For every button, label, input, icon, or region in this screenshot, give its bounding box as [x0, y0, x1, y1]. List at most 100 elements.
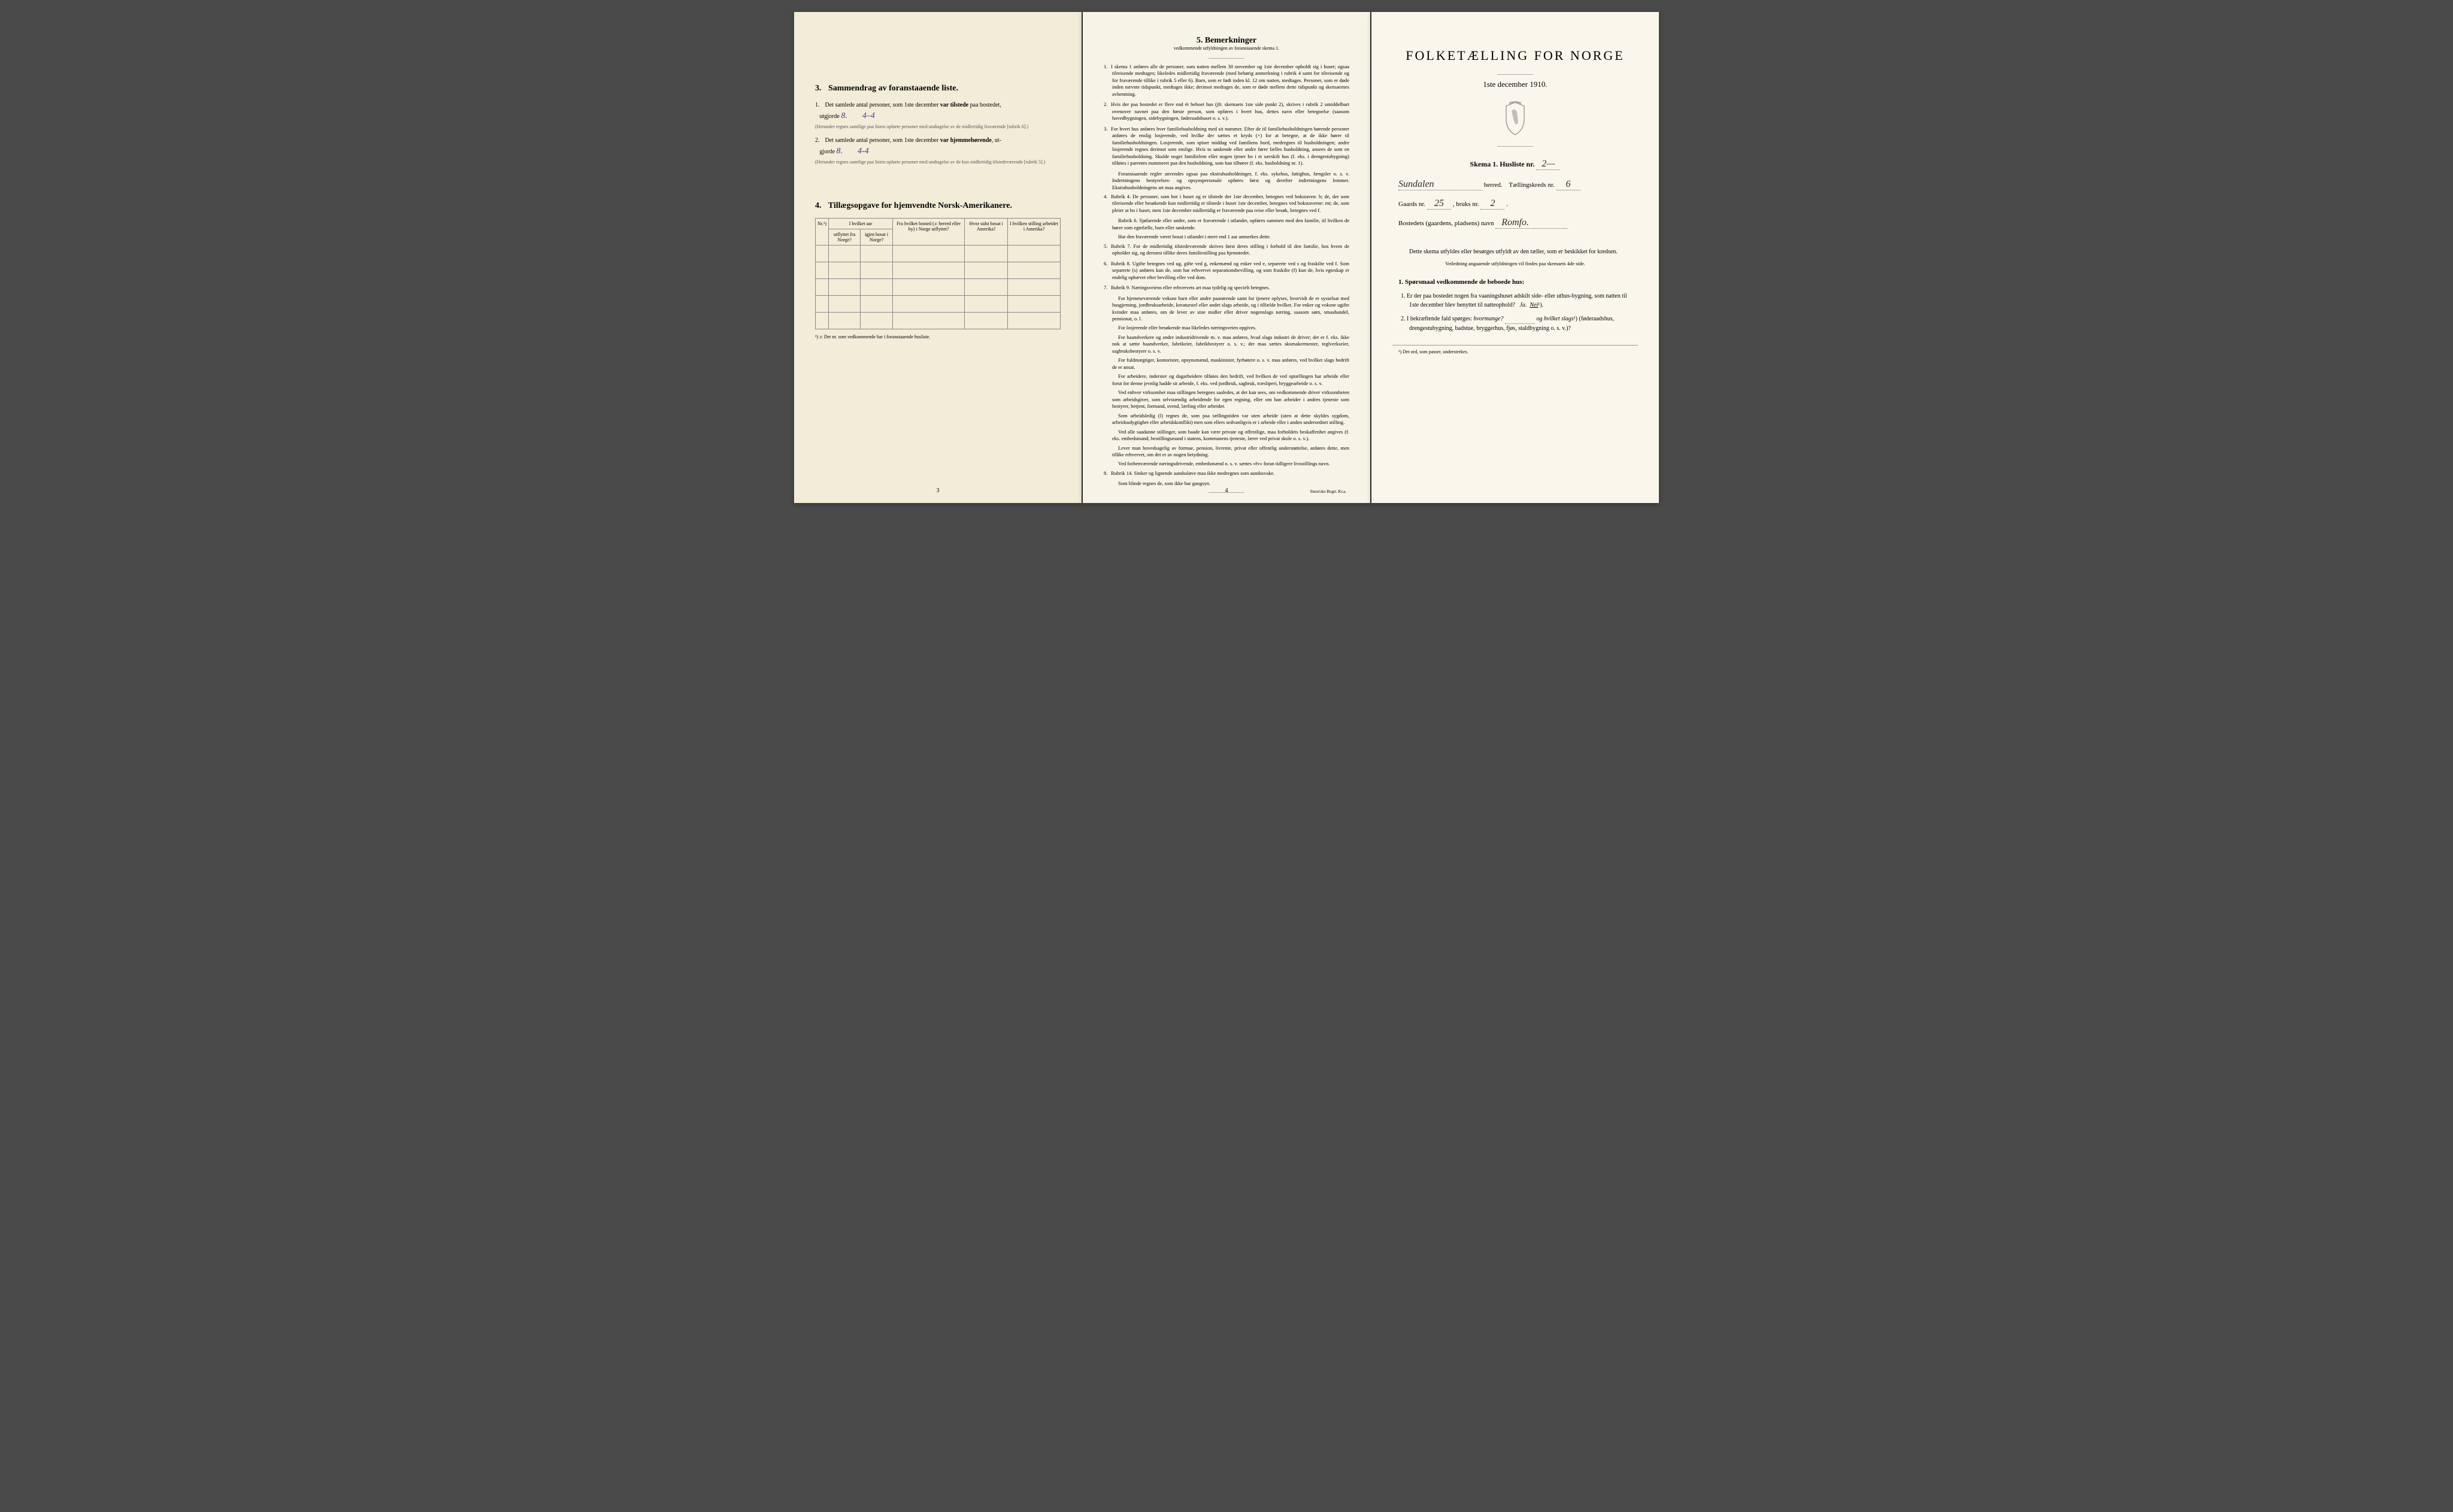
rubrik-item: Ved alle saadanne stillinger, som baade …: [1104, 429, 1349, 443]
table-footnote: ¹) ɔ: Det nr. som vedkommende har i fora…: [815, 334, 1061, 340]
q1-num: 1.: [1401, 293, 1406, 299]
section-3-num: 3.: [815, 84, 822, 93]
bosted-line: Bostedets (gaardens, pladsens) navn Romf…: [1392, 217, 1638, 229]
page-4-remarks: 5. Bemerkninger vedkommende utfyldningen…: [1083, 12, 1370, 503]
q2-hvilket: hvilket slags: [1544, 316, 1574, 322]
page-number: 4: [1225, 487, 1228, 494]
herred-label: herred.: [1484, 181, 1503, 189]
kreds-label: Tællingskreds nr.: [1509, 181, 1554, 189]
table-body: [816, 246, 1061, 329]
rubrik-item: 5.Rubrik 7. For de midlertidig tilstedev…: [1104, 243, 1349, 257]
instruction-1: Dette skema utfyldes eller besørges utfy…: [1398, 247, 1632, 256]
col-stilling: I hvilken stilling arbeidet i Amerika?: [1007, 219, 1060, 246]
rubrik-item: For arbeidere, inderster og dagarbeidere…: [1104, 373, 1349, 387]
questions-title: 1. Spørsmaal vedkommende de beboede hus:: [1392, 278, 1638, 286]
bosted-label: Bostedets (gaardens, pladsens) navn: [1398, 220, 1494, 227]
printer-mark: Steen'ske Bogtr. Kr.a.: [1310, 489, 1346, 494]
kreds-value: 6: [1556, 179, 1580, 190]
rubrik-item: 4.Rubrik 4. De personer, som bor i huset…: [1104, 193, 1349, 214]
summary-item-1: 1. Det samlede antal personer, som 1ste …: [815, 101, 1061, 131]
item-2-value-2: 4-4: [858, 147, 869, 156]
col-igjen: igjen bosat i Norge?: [861, 229, 893, 246]
q2-blank: [1505, 314, 1535, 324]
gaards-label: Gaards nr.: [1398, 201, 1425, 208]
rubrik-item: 3.For hvert hus anføres hver familiehush…: [1104, 126, 1349, 167]
rubrik-item: Ved enhver virksomhet maa stillingen bet…: [1104, 389, 1349, 410]
rubrik-item: For losjerende eller besøkende maa likel…: [1104, 325, 1349, 331]
rubrik-item: 2.Hvis der paa bostedet er flere end ét …: [1104, 101, 1349, 122]
section-3-title: 3. Sammendrag av foranstaaende liste.: [815, 84, 1061, 93]
bruks-value: 2: [1480, 198, 1504, 210]
census-document: 3. Sammendrag av foranstaaende liste. 1.…: [794, 12, 1659, 503]
table-row: [816, 246, 1061, 262]
q1-text: Er der paa bostedet nogen fra vaaningshu…: [1407, 293, 1627, 308]
q1-nei: Nei: [1530, 302, 1538, 308]
q2-text-a: I bekræftende fald spørges:: [1407, 316, 1472, 322]
col-aar-group: I hvilket aar: [829, 219, 893, 229]
table-row: [816, 313, 1061, 329]
husliste-nr-value: 2—: [1536, 159, 1560, 170]
section-4-title: 4. Tillægsopgave for hjemvendte Norsk-Am…: [815, 201, 1061, 211]
rubrik-item: Ved forhenværende næringsdrivende, embed…: [1104, 460, 1349, 467]
section-4-num: 4.: [815, 201, 822, 210]
rubrik-list: 1.I skema 1 anføres alle de personer, so…: [1104, 63, 1349, 487]
item-2-value-1: 8.: [837, 147, 843, 156]
q2-hvormange: hvormange?: [1473, 316, 1503, 322]
page-1-cover: FOLKETÆLLING FOR NORGE 1ste december 191…: [1371, 12, 1659, 503]
bruks-label: , bruks nr.: [1453, 201, 1479, 208]
rubrik-item: Som blinde regnes de, som ikke har gangs…: [1104, 480, 1349, 487]
remarks-title: 5. Bemerkninger: [1104, 36, 1349, 46]
rubrik-item: For fuldmægtiger, kontorister, opsynsmæn…: [1104, 357, 1349, 371]
divider: [1497, 146, 1533, 147]
skema-label: Skema 1. Husliste nr.: [1470, 160, 1535, 168]
section-4-heading: Tillægsopgave for hjemvendte Norsk-Ameri…: [828, 201, 1012, 210]
table-row: [816, 296, 1061, 313]
table-row: [816, 279, 1061, 296]
col-utflyttet: utflyttet fra Norge?: [829, 229, 861, 246]
col-nr: Nr.¹): [816, 219, 829, 246]
col-hvor-sidst: Hvor sidst bosat i Amerika?: [965, 219, 1008, 246]
item-2-bold: var hjemmehørende: [940, 137, 992, 144]
page-number: 3: [937, 487, 940, 494]
rubrik-item: 8.Rubrik 14. Sinker og lignende aandsslø…: [1104, 470, 1349, 477]
item-2-gjorde: gjorde: [820, 149, 835, 155]
rubrik-item: Som arbeidsledig (l) regnes de, som paa …: [1104, 413, 1349, 426]
item-1-utgjorde: utgjorde: [820, 113, 840, 120]
census-date: 1ste december 1910.: [1392, 80, 1638, 89]
herred-line: Sundalen herred. Tællingskreds nr. 6: [1392, 179, 1638, 191]
question-2: 2. I bekræftende fald spørges: hvormange…: [1392, 314, 1638, 333]
divider: [1497, 74, 1533, 75]
item-1-num: 1.: [815, 101, 823, 110]
table-row: [816, 262, 1061, 279]
item-1-text-a: Det samlede antal personer, som 1ste dec…: [825, 102, 939, 108]
item-2-note: (Herunder regnes samtlige paa listen opf…: [815, 159, 1045, 165]
item-1-text-b: paa bostedet,: [970, 102, 1001, 108]
rubrik-item: 1.I skema 1 anføres alle de personer, so…: [1104, 63, 1349, 98]
cover-footnote: ¹) Det ord, som passer, understrekes.: [1392, 345, 1638, 354]
rubrik-item: For haandverkere og andre industridriven…: [1104, 334, 1349, 354]
q1-sup: ¹).: [1538, 302, 1543, 308]
item-1-note: (Herunder regnes samtlige paa listen opf…: [815, 124, 1028, 129]
q1-ja: Ja.: [1519, 302, 1527, 308]
col-fra-bosted: Fra hvilket bosted (ɔ: herred eller by) …: [893, 219, 965, 246]
bosted-value: Romfo.: [1495, 217, 1567, 229]
americans-table: Nr.¹) I hvilket aar Fra hvilket bosted (…: [815, 218, 1061, 329]
item-1-value-1: 8.: [841, 111, 847, 120]
summary-item-2: 2. Det samlede antal personer, som 1ste …: [815, 136, 1061, 166]
question-1: 1. Er der paa bostedet nogen fra vaaning…: [1392, 292, 1638, 310]
q2-og: og: [1536, 316, 1542, 322]
q-title-num: 1.: [1398, 278, 1403, 286]
q-title-text: Spørsmaal vedkommende de beboede hus:: [1405, 278, 1524, 286]
section-3-heading: Sammendrag av foranstaaende liste.: [828, 84, 958, 93]
q2-sup: ¹): [1574, 316, 1577, 322]
remarks-num: 5.: [1197, 36, 1203, 45]
item-2-num: 2.: [815, 136, 823, 145]
rubrik-item: For hjemmeværende voksne barn eller andr…: [1104, 295, 1349, 323]
rubrik-item: Foranstaaende regler anvendes ogsaa paa …: [1104, 171, 1349, 191]
instruction-block: Dette skema utfyldes eller besørges utfy…: [1392, 247, 1638, 268]
herred-value: Sundalen: [1398, 179, 1482, 190]
instruction-2: Veiledning angaaende utfyldningen vil fi…: [1398, 260, 1632, 268]
rubrik-item: Lever man hovedsagelig av formue, pensio…: [1104, 445, 1349, 459]
rubrik-item: Rubrik 6. Sjøfarende eller andre, som er…: [1104, 217, 1349, 231]
coat-of-arms-icon: [1500, 101, 1530, 137]
